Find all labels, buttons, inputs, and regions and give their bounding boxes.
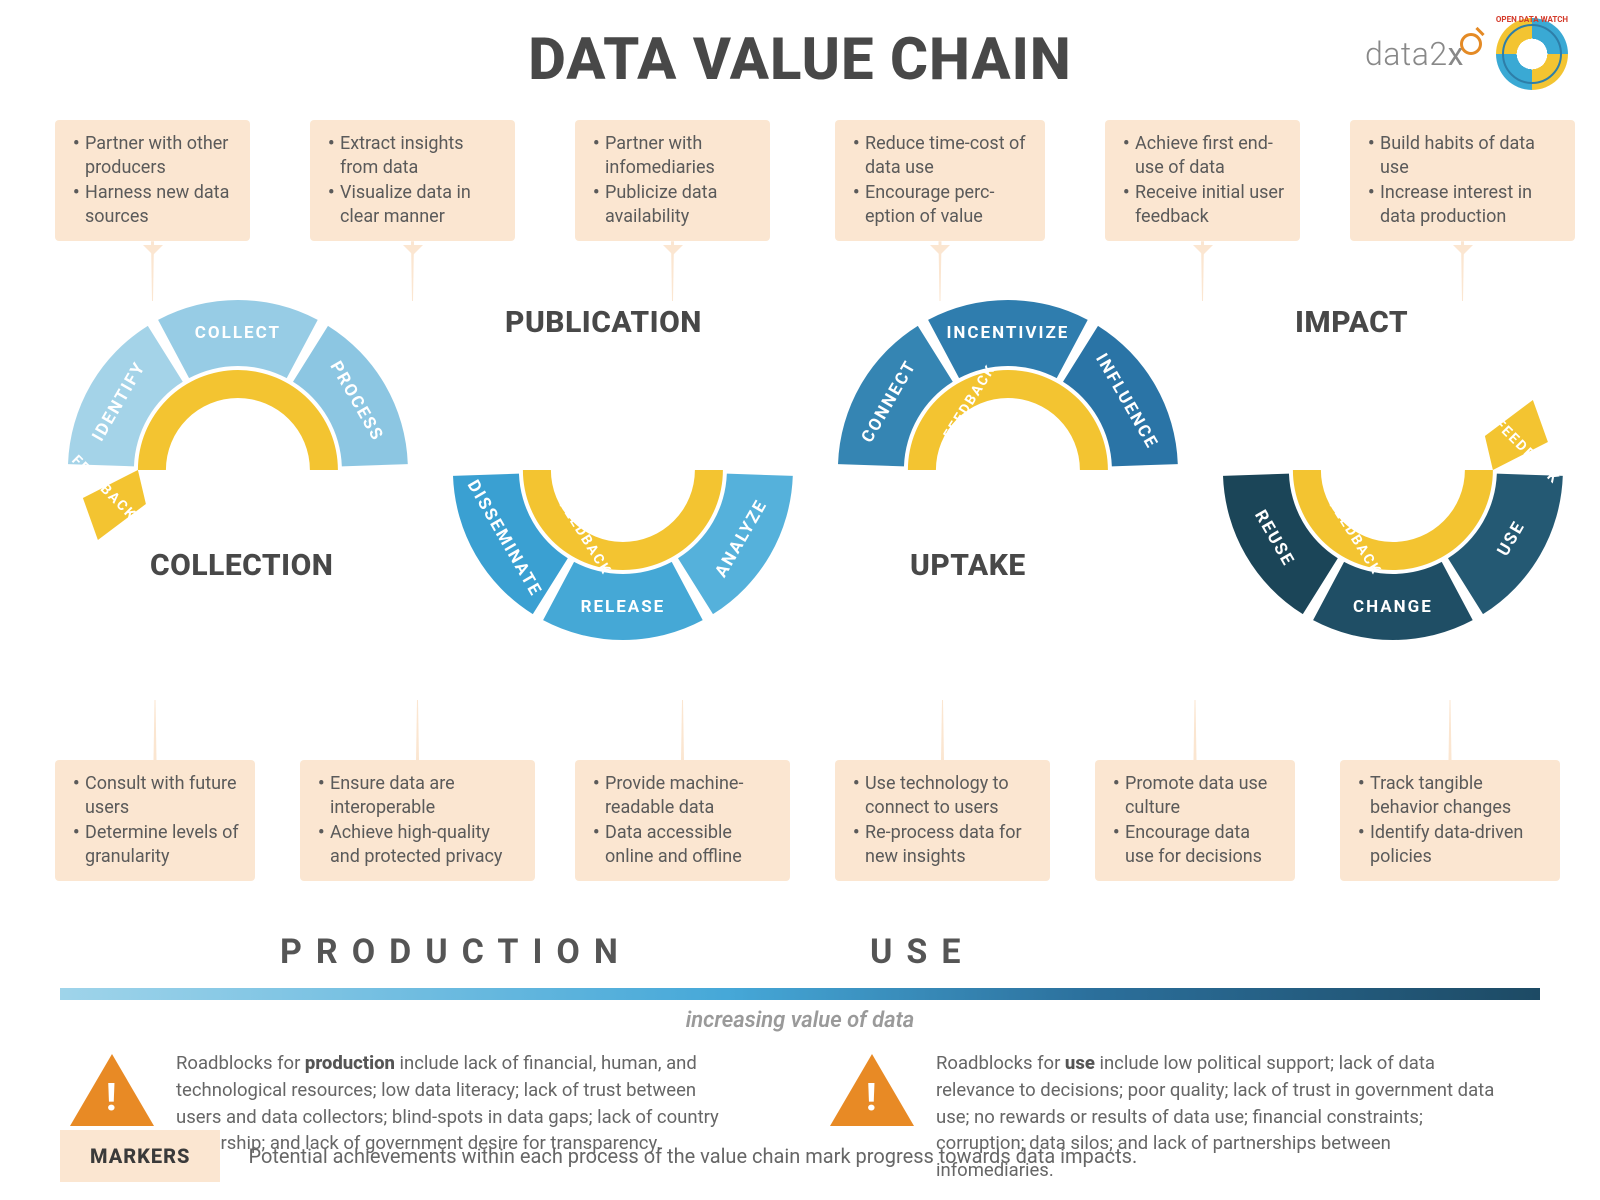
segment-collect: COLLECT bbox=[158, 300, 318, 378]
data2x-logo: data2x bbox=[1365, 35, 1482, 73]
warning-icon bbox=[70, 1054, 154, 1126]
callout-bot-2: Provide machine-readable dataData access… bbox=[575, 760, 790, 881]
markers-text: Potential achievements within each proce… bbox=[248, 1144, 1137, 1168]
yellow-band bbox=[83, 370, 1548, 570]
odw-label: OPEN DATA WATCH bbox=[1472, 16, 1592, 24]
segment-incentivize: INCENTIVIZE bbox=[928, 300, 1088, 378]
callout-bot-1: Ensure data are interoperableAchieve hig… bbox=[300, 760, 535, 881]
callout-bot-0: Consult with future usersDetermine level… bbox=[55, 760, 255, 881]
segment-release: RELEASE bbox=[543, 562, 703, 640]
callout-top-0: Partner with other producersHarness new … bbox=[55, 120, 250, 241]
callout-top-2: Partner with infomediariesPublicize data… bbox=[575, 120, 770, 241]
logo-group: data2x OPEN DATA WATCH bbox=[1365, 18, 1568, 90]
callout-bot-4: Promote data use cultureEncourage data u… bbox=[1095, 760, 1295, 881]
svg-text:COLLECT: COLLECT bbox=[195, 323, 281, 343]
svg-text:RELEASE: RELEASE bbox=[581, 597, 666, 617]
phase-label-impact: IMPACT bbox=[1295, 305, 1408, 340]
phase-label-publication: PUBLICATION bbox=[505, 305, 702, 340]
callout-top-1: Extract insights from dataVisualize data… bbox=[310, 120, 515, 241]
increasing-value-label: increasing value of data bbox=[0, 1008, 1600, 1033]
callout-bot-3: Use technology to connect to usersRe-pro… bbox=[835, 760, 1050, 881]
warning-icon bbox=[830, 1054, 914, 1126]
use-label: USE bbox=[870, 932, 974, 972]
phase-label-collection: COLLECTION bbox=[150, 548, 333, 583]
phase-label-uptake: UPTAKE bbox=[910, 548, 1026, 583]
open-data-watch-logo: OPEN DATA WATCH bbox=[1496, 18, 1568, 90]
callout-top-3: Reduce time-cost of data useEncourage pe… bbox=[835, 120, 1045, 241]
markers-row: MARKERS Potential achievements within ea… bbox=[60, 1130, 1137, 1182]
production-label: PRODUCTION bbox=[280, 932, 632, 972]
svg-text:CHANGE: CHANGE bbox=[1353, 597, 1433, 617]
segment-change: CHANGE bbox=[1313, 562, 1473, 640]
callout-top-5: Build habits of data useIncrease interes… bbox=[1350, 120, 1575, 241]
markers-badge: MARKERS bbox=[60, 1130, 220, 1182]
callout-bot-5: Track tangible behavior changesIdentify … bbox=[1340, 760, 1560, 881]
page-title: DATA VALUE CHAIN bbox=[0, 26, 1600, 94]
svg-text:INCENTIVIZE: INCENTIVIZE bbox=[946, 323, 1069, 343]
callout-top-4: Achieve first end-use of dataReceive ini… bbox=[1105, 120, 1300, 241]
value-gradient-bar bbox=[60, 988, 1540, 1000]
